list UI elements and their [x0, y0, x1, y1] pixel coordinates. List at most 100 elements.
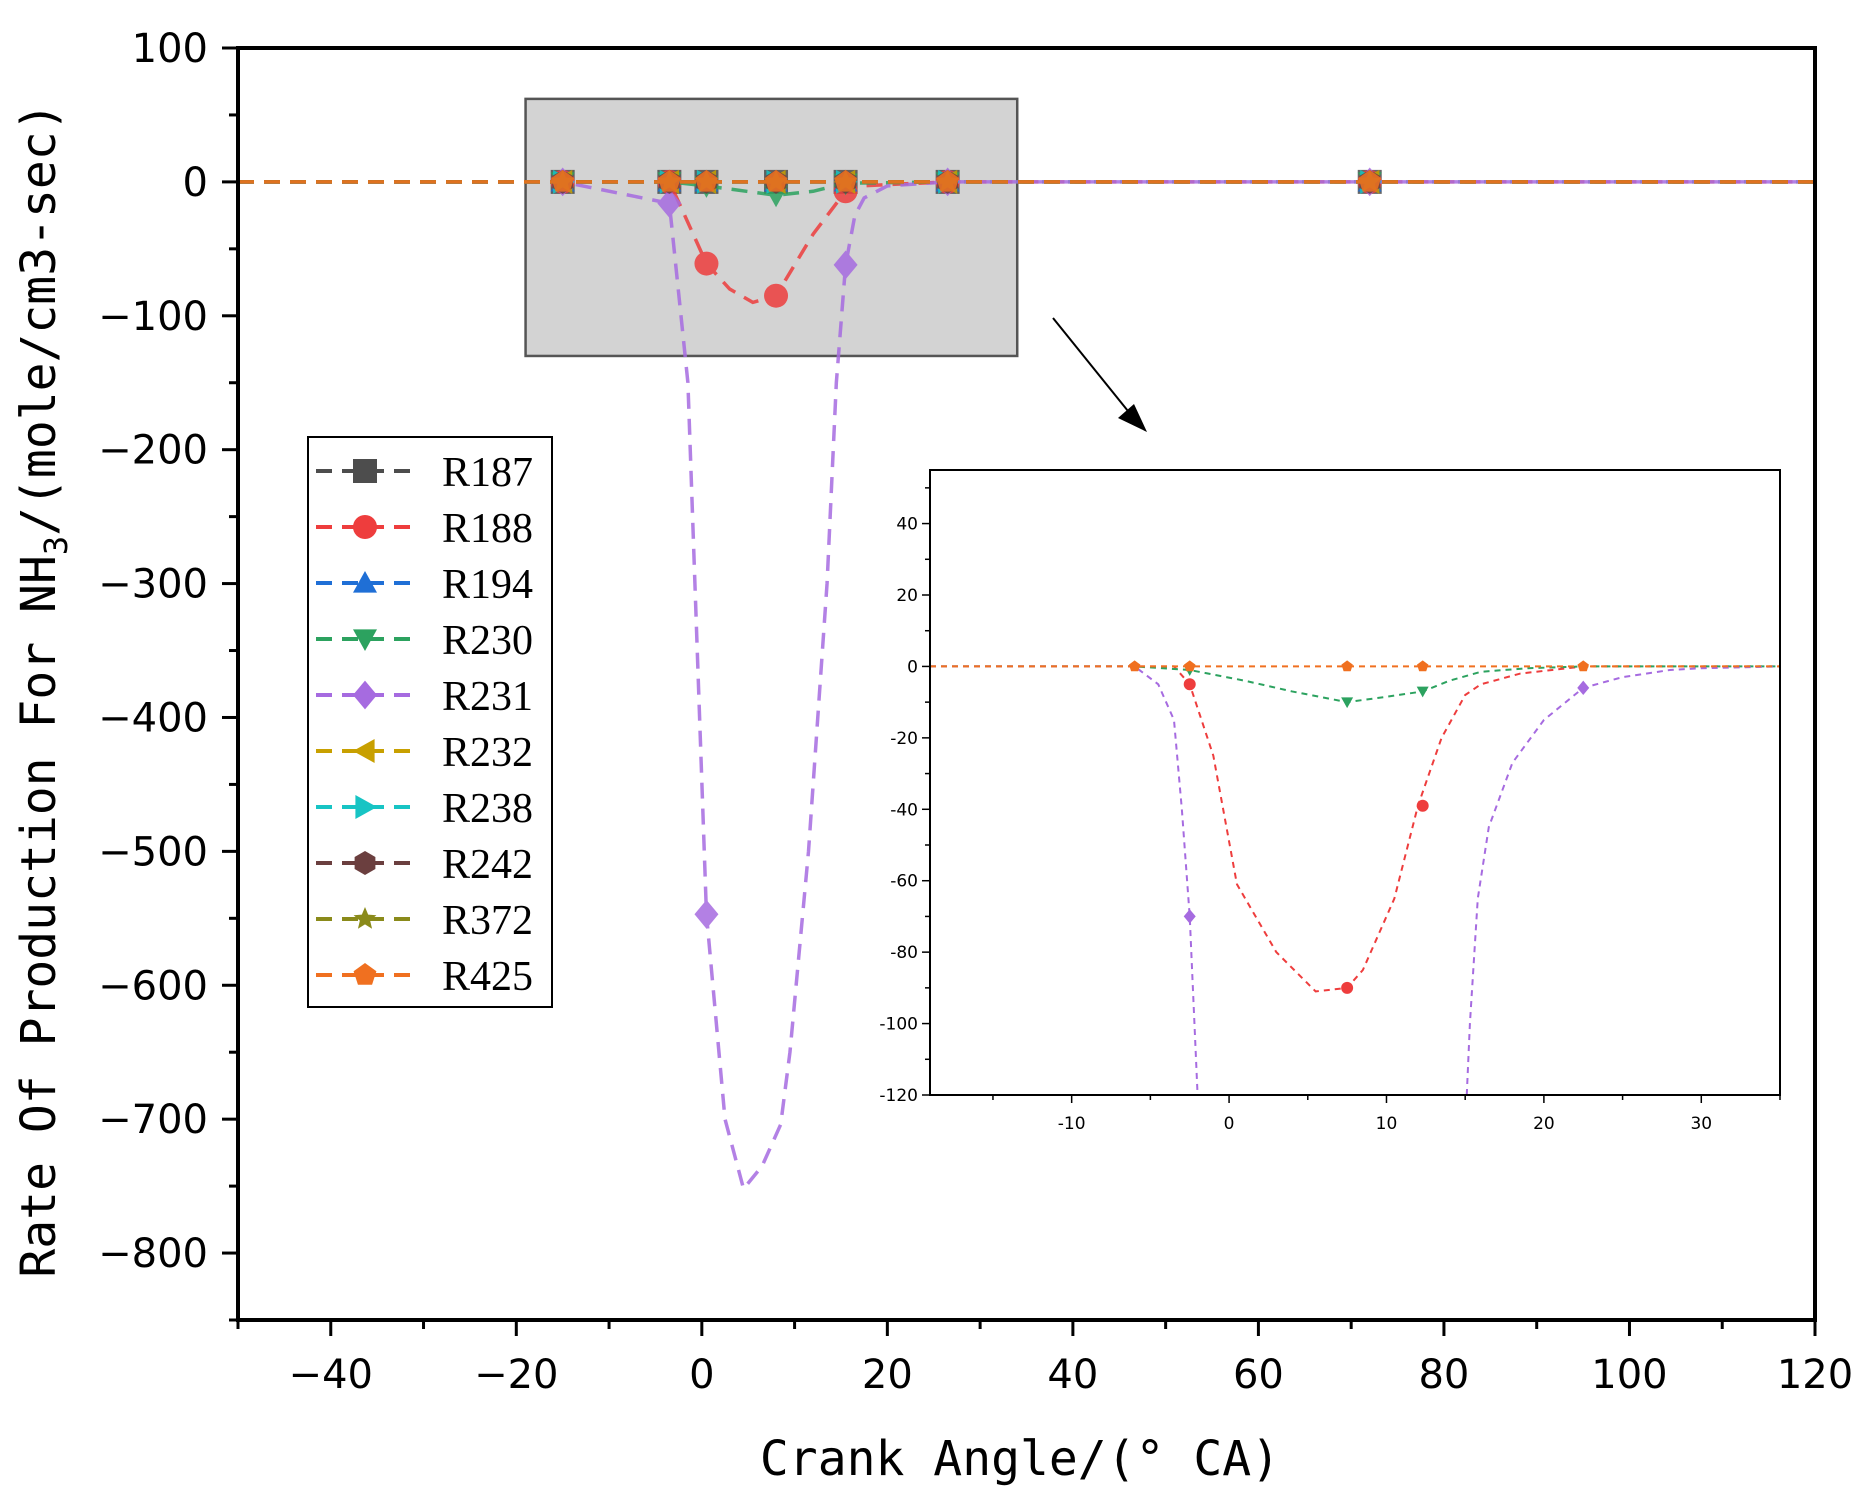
legend-swatch-marker: [353, 963, 377, 985]
y-tick-label: −400: [98, 695, 208, 741]
data-point-R425: [657, 169, 681, 192]
data-point-R425: [936, 169, 960, 192]
legend-label: R232: [442, 730, 533, 776]
legend-swatch-marker: [355, 795, 377, 819]
zoom-arrow: [1052, 317, 1147, 432]
inset-y-tick-label: 20: [896, 586, 918, 606]
inset-series-R425: [930, 660, 1780, 672]
legend-item-R230: R230: [316, 618, 533, 664]
data-point-R425: [695, 169, 718, 192]
legend-label: R425: [442, 954, 533, 1000]
inset-data-point-R425: [1341, 660, 1353, 672]
y-tick-label: −800: [98, 1231, 208, 1277]
series-R425: [238, 169, 1815, 192]
inset-data-point-R188: [1416, 799, 1429, 812]
x-tick-label: −40: [289, 1352, 373, 1398]
inset-x-tick-label: 30: [1690, 1114, 1712, 1134]
inset-data-point-R188: [1183, 678, 1196, 691]
y-axis-title-prefix: Rate Of Production For NH: [11, 555, 67, 1277]
x-tick-label: 80: [1418, 1352, 1469, 1398]
inset-y-tick-label: -60: [890, 872, 918, 892]
legend-item-R242: R242: [316, 842, 533, 888]
x-tick-label: 40: [1047, 1352, 1098, 1398]
inset-data-point-R425: [1577, 660, 1589, 672]
inset-x-tick-label: 10: [1376, 1114, 1398, 1134]
inset-series-line-R231-b: [1465, 665, 1780, 1095]
legend-item-R194: R194: [316, 562, 533, 608]
zoom-highlight-box: [524, 97, 1019, 358]
y-axis-title: Rate Of Production For NH3/(mole/cm3-sec…: [11, 102, 75, 1277]
inset-series-line-R230: [930, 665, 1780, 704]
legend-item-R232: R232: [316, 730, 533, 776]
legend-label: R238: [442, 786, 533, 832]
y-tick-label: −200: [98, 428, 208, 474]
legend-swatch-marker: [353, 459, 377, 483]
inset-y-tick-label: -40: [890, 800, 918, 820]
data-point-R188: [694, 251, 719, 276]
legend-label: R194: [442, 562, 533, 608]
x-tick-label: −20: [474, 1352, 558, 1398]
legend-item-R188: R188: [316, 506, 533, 552]
series-R230: [238, 172, 1815, 208]
y-tick-label: 100: [132, 26, 208, 72]
y-tick-label: 0: [183, 160, 208, 206]
data-point-R425: [834, 169, 858, 192]
main-series-layer: [238, 167, 1815, 1193]
y-axis-title-suffix: /(mole/cm3-sec): [11, 102, 67, 535]
zoom-arrow-head: [1118, 404, 1147, 432]
legend-item-R238: R238: [316, 786, 533, 832]
inset-y-tick-label: -120: [879, 1086, 918, 1106]
data-point-R425: [1358, 169, 1382, 192]
x-tick-label: 100: [1591, 1352, 1667, 1398]
series-line-R230: [238, 180, 1815, 198]
data-point-R425: [551, 169, 575, 192]
legend-label: R372: [442, 898, 533, 944]
data-point-R231: [694, 899, 719, 929]
legend-swatch-marker: [353, 739, 375, 763]
legend-item-R372: R372: [316, 898, 533, 944]
inset-data-point-R188: [1341, 981, 1354, 994]
inset-series-R188: [930, 665, 1780, 994]
legend-label: R187: [442, 450, 533, 496]
x-tick-label: 20: [862, 1352, 913, 1398]
legend-box: [307, 436, 553, 1008]
inset-data-point-R230: [1341, 697, 1354, 709]
zoom-highlight-layer: [524, 97, 1147, 432]
legend-swatch-marker: [353, 515, 377, 539]
x-tick-label: 120: [1777, 1352, 1853, 1398]
legend: R187 R188 R194 R230 R231 R232 R238 R242 R372 R425: [307, 436, 553, 1008]
x-axis-title: Crank Angle/(° CA): [760, 1431, 1280, 1487]
inset-data-point-R231: [1577, 680, 1590, 696]
inset-frame: [929, 469, 1781, 1096]
y-tick-label: −100: [98, 294, 208, 340]
y-axis-title-subscript: 3: [37, 536, 75, 555]
plot-frame: [236, 46, 1817, 1322]
inset-series-layer: [930, 660, 1780, 1095]
legend-swatch-marker: [353, 907, 377, 929]
legend-swatch-marker: [354, 851, 376, 875]
inset-data-point-R425: [1416, 660, 1429, 672]
inset-background: [930, 470, 1780, 1095]
inset-y-tick-label: 40: [896, 515, 918, 535]
inset-x-tick-label: -10: [1058, 1114, 1086, 1134]
legend-swatch-marker: [353, 571, 377, 593]
y-tick-label: −500: [98, 829, 208, 875]
inset-data-point-R425: [1184, 660, 1196, 672]
inset-x-tick-label: 20: [1533, 1114, 1555, 1134]
legend-label: R188: [442, 506, 533, 552]
series-R188: [238, 169, 1815, 308]
y-tick-label: −600: [98, 963, 208, 1009]
legend-item-R187: R187: [316, 450, 533, 496]
inset-y-tick-label: -100: [879, 1015, 918, 1035]
data-point-R188: [764, 283, 789, 308]
inset-y-tick-label: -20: [890, 729, 918, 749]
legend-item-R231: R231: [316, 674, 533, 720]
inset-data-point-R230: [1416, 686, 1429, 698]
zoom-arrow-shaft: [1052, 317, 1133, 417]
legend-swatch-marker: [353, 680, 377, 710]
data-point-R231: [833, 250, 858, 280]
inset-y-tick-label: -80: [890, 943, 918, 963]
legend-swatch-marker: [353, 629, 377, 651]
